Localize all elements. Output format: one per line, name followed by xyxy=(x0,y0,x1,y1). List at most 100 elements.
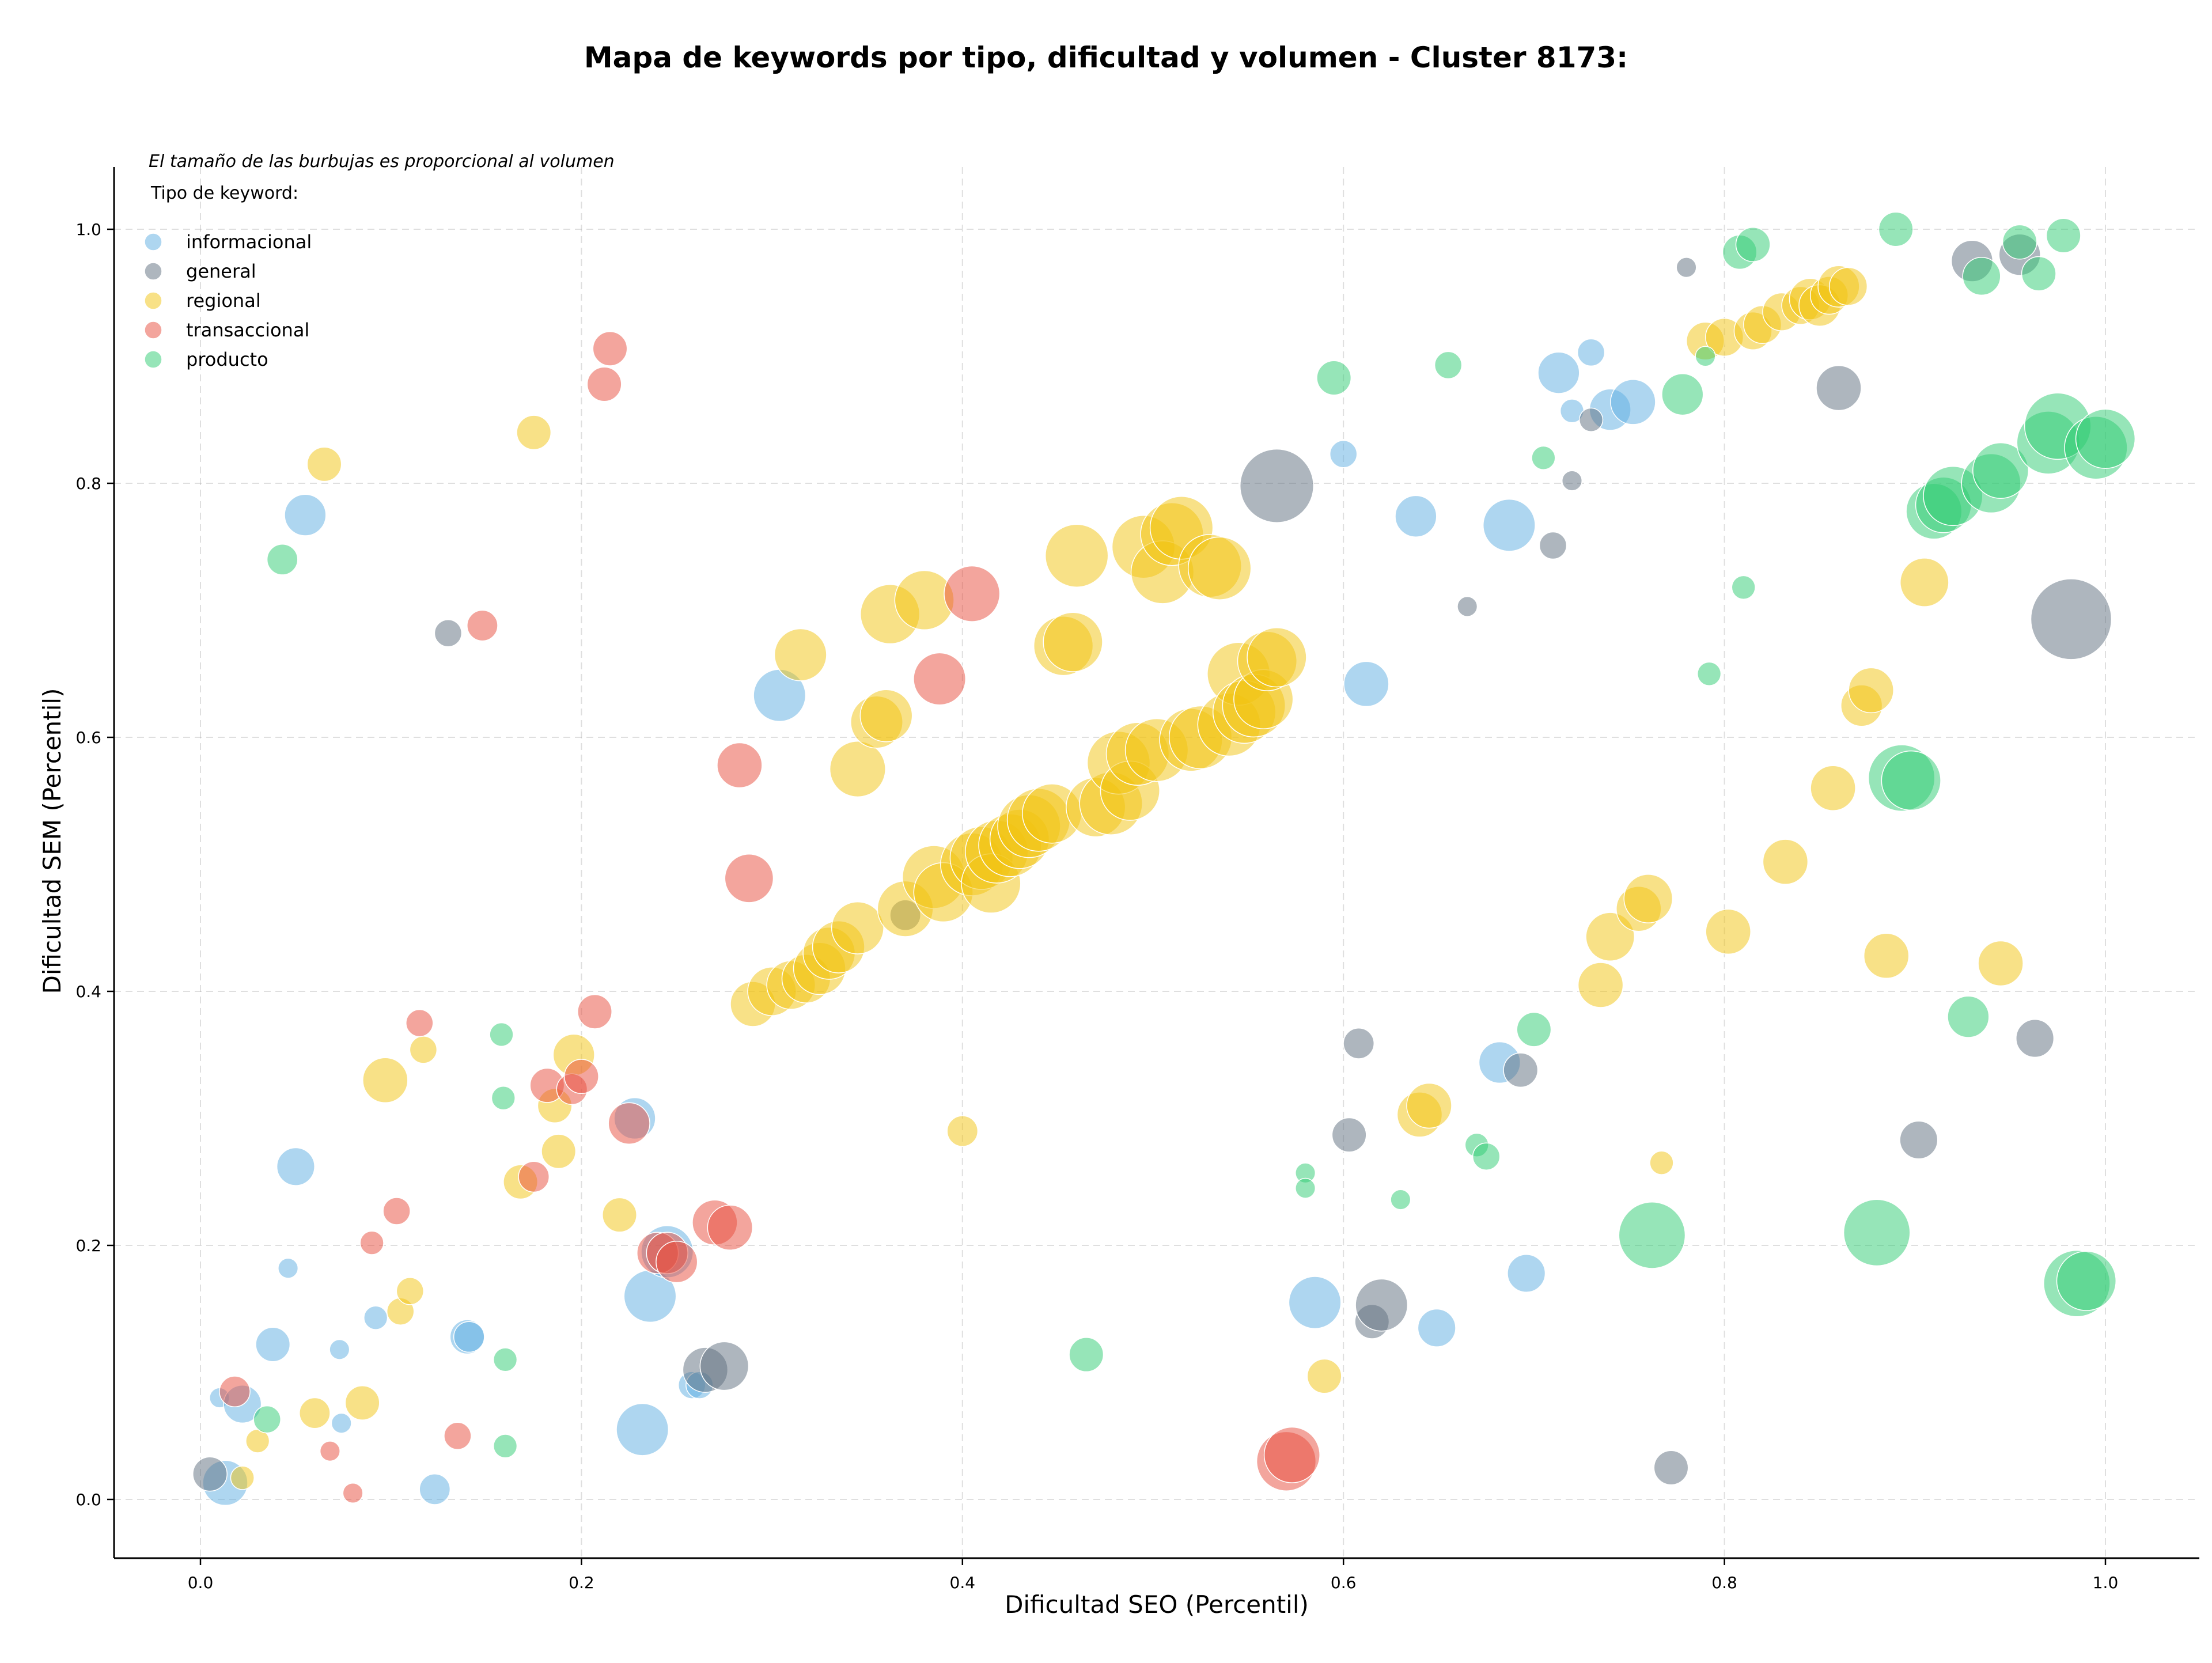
bubble-producto xyxy=(2075,408,2136,469)
bubble-regional xyxy=(1044,524,1109,588)
bubble-regional xyxy=(1848,667,1894,714)
bubble-informacional xyxy=(1329,440,1358,468)
bubble-transaccional xyxy=(592,331,628,366)
bubble-regional xyxy=(1649,1150,1674,1175)
y-tick-label: 0.6 xyxy=(75,728,101,747)
bubble-general xyxy=(1653,1450,1689,1486)
bubble-regional xyxy=(541,1134,577,1169)
bubble-general xyxy=(1503,1052,1539,1088)
bubble-producto xyxy=(1731,575,1756,600)
bubble-producto xyxy=(1947,995,1990,1038)
bubble-general xyxy=(1239,448,1315,523)
bubble-informacional xyxy=(1577,338,1605,367)
bubble-transaccional xyxy=(563,1059,599,1094)
bubble-producto xyxy=(1735,227,1771,262)
bubble-transaccional xyxy=(359,1230,384,1255)
legend: Tipo de keyword: informacional general reg… xyxy=(144,183,312,370)
bubble-general xyxy=(1899,1120,1938,1160)
bubble-layer xyxy=(192,211,2136,1506)
bubble-regional xyxy=(1899,558,1949,607)
bubble-general xyxy=(1676,257,1697,278)
bubble-producto xyxy=(1434,351,1463,380)
bubble-regional xyxy=(602,1197,637,1233)
bubble-general xyxy=(699,1341,749,1391)
bubble-producto xyxy=(266,543,298,575)
bubble-transaccional xyxy=(406,1009,434,1037)
bubble-informacional xyxy=(276,1147,315,1186)
bubble-regional xyxy=(1043,612,1103,672)
bubble-producto xyxy=(2021,256,2056,291)
bubble-general xyxy=(434,619,463,647)
bubble-producto xyxy=(1516,1012,1552,1047)
bubble-informacional xyxy=(1395,495,1437,537)
bubble-regional xyxy=(306,446,342,482)
bubble-informacional xyxy=(1537,351,1580,394)
bubble-regional xyxy=(946,1115,979,1147)
y-tick-label: 0.2 xyxy=(75,1236,101,1255)
bubble-regional xyxy=(1247,627,1307,688)
bubble-producto xyxy=(1316,360,1352,396)
bubble-informacional xyxy=(1610,379,1656,425)
bubble-informacional xyxy=(329,1339,350,1360)
bubble-informacional xyxy=(1288,1276,1342,1329)
bubble-transaccional xyxy=(382,1197,411,1225)
chart-subtitle: El tamaño de las burbujas es proporciona… xyxy=(149,151,615,172)
bubble-regional xyxy=(1978,940,2024,987)
x-tick-label: 0.2 xyxy=(569,1573,594,1592)
bubble-transaccional xyxy=(944,565,1001,622)
bubble-general xyxy=(1331,1117,1367,1153)
bubble-producto xyxy=(2002,224,2037,260)
x-tick-label: 0.0 xyxy=(188,1573,214,1592)
y-tick-label: 0.8 xyxy=(75,474,101,493)
bubble-producto xyxy=(1962,257,2001,296)
bubble-producto xyxy=(1696,661,1722,686)
grid-layer xyxy=(114,167,2199,1558)
bubble-regional xyxy=(831,901,884,954)
bubble-transaccional xyxy=(608,1102,650,1145)
chart-title: Mapa de keywords por tipo, dificultad y … xyxy=(584,41,1628,74)
bubble-general xyxy=(1539,531,1567,560)
bubble-general xyxy=(1578,407,1604,432)
y-tick-label: 0.0 xyxy=(75,1490,101,1509)
bubble-producto xyxy=(1472,1142,1501,1170)
series-transaccional xyxy=(219,331,1320,1504)
bubble-informacional xyxy=(1507,1253,1546,1293)
bubble-regional xyxy=(774,628,827,681)
series-regional xyxy=(230,265,2024,1490)
legend-label-transaccional: transaccional xyxy=(186,319,309,341)
bubble-producto xyxy=(1531,445,1556,471)
legend-marker-general xyxy=(144,262,162,281)
series-producto xyxy=(253,211,2136,1459)
bubble-transaccional xyxy=(577,994,612,1029)
bubble-producto xyxy=(1843,1199,1911,1267)
x-tick-label: 0.4 xyxy=(950,1573,976,1592)
bubble-regional xyxy=(409,1036,438,1064)
bubble-producto xyxy=(489,1022,514,1047)
legend-item-informacional: informacional xyxy=(144,231,312,253)
y-tick-label: 0.4 xyxy=(75,982,101,1001)
bubble-producto xyxy=(1972,442,2029,499)
bubble-producto xyxy=(1695,346,1716,367)
bubble-transaccional xyxy=(717,742,763,789)
bubble-regional xyxy=(344,1385,380,1420)
bubble-transaccional xyxy=(707,1204,753,1251)
bubble-informacional xyxy=(363,1305,388,1330)
bubble-producto xyxy=(1069,1337,1104,1373)
bubble-regional xyxy=(1187,536,1252,600)
bubble-producto xyxy=(2056,1251,2117,1311)
y-axis-label: Dificultad SEM (Percentil) xyxy=(38,688,66,994)
bubble-general xyxy=(2016,1019,2055,1058)
legend-marker-regional xyxy=(144,291,162,310)
bubble-regional xyxy=(1762,839,1809,885)
bubble-producto xyxy=(2046,218,2081,253)
bubble-transaccional xyxy=(1263,1426,1320,1483)
bubble-informacional xyxy=(331,1412,352,1434)
x-tick-label: 0.8 xyxy=(1711,1573,1737,1592)
bubble-general xyxy=(192,1456,228,1492)
bubble-producto xyxy=(1661,373,1704,416)
bubble-informacional xyxy=(255,1327,291,1362)
bubble-regional xyxy=(516,415,552,450)
bubble-transaccional xyxy=(319,1441,340,1462)
